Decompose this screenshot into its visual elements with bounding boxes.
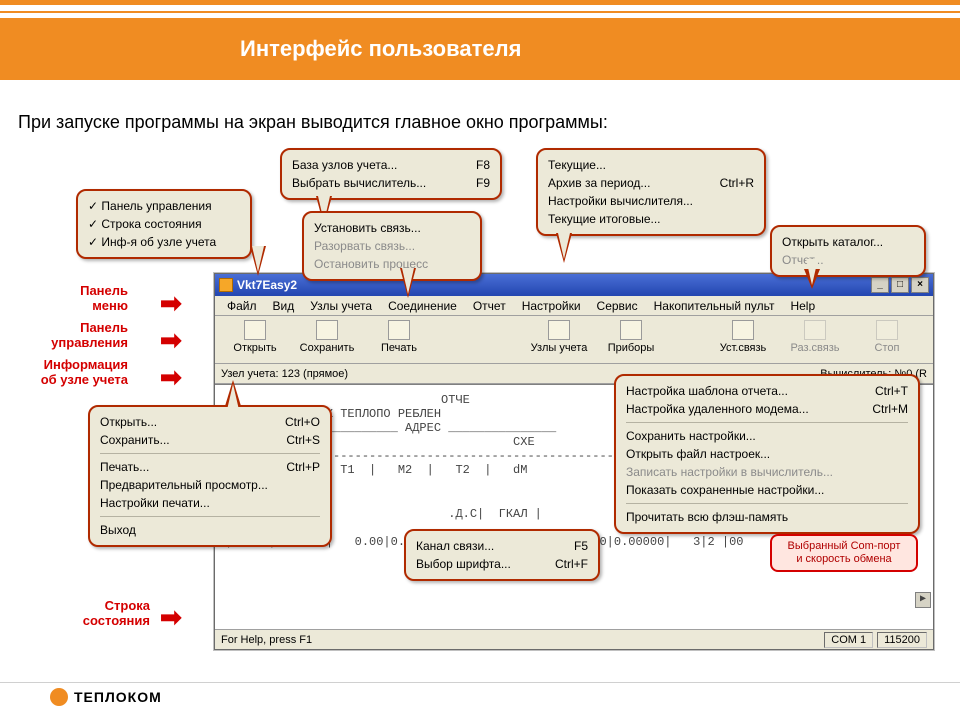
menu-report[interactable]: Отчет: [465, 297, 514, 315]
scroll-right-button[interactable]: ▶: [915, 592, 931, 608]
app-icon: [219, 278, 233, 292]
menubar: Файл Вид Узлы учета Соединение Отчет Нас…: [215, 296, 933, 316]
menuitem[interactable]: Настройки печати...: [100, 494, 320, 512]
menuitem: Записать настройки в вычислитель...: [626, 463, 908, 481]
arrow-icon: ➡: [160, 288, 182, 319]
intro-text: При запуске программы на экран выводится…: [18, 112, 608, 133]
menuitem[interactable]: Настройка удаленного модема...Ctrl+M: [626, 400, 908, 418]
callout-tail: [225, 380, 241, 406]
menuitem[interactable]: Строка состояния: [88, 215, 240, 233]
callout-tail: [250, 246, 266, 276]
app-title: Vkt7Easy2: [237, 278, 297, 292]
print-icon: [388, 320, 410, 340]
status-com: COM 1: [824, 632, 873, 648]
popup-service: Канал связи...F5 Выбор шрифта...Ctrl+F: [404, 529, 600, 581]
popup-view: Панель управления Строка состояния Инф-я…: [76, 189, 252, 259]
page-title: Интерфейс пользователя: [240, 36, 521, 62]
menuitem[interactable]: Панель управления: [88, 197, 240, 215]
menuitem: Разорвать связь...: [314, 237, 470, 255]
menuitem[interactable]: Показать сохраненные настройки...: [626, 481, 908, 499]
arrow-icon: ➡: [160, 362, 182, 393]
menuitem[interactable]: Инф-я об узле учета: [88, 233, 240, 251]
node-info-left: Узел учета: 123 (прямое): [221, 368, 348, 380]
menu-help[interactable]: Help: [782, 297, 823, 315]
page-header: Интерфейс пользователя: [0, 18, 960, 80]
popup-report: Текущие... Архив за период...Ctrl+R Наст…: [536, 148, 766, 236]
menuitem[interactable]: Установить связь...: [314, 219, 470, 237]
menuitem[interactable]: Печать...Ctrl+P: [100, 458, 320, 476]
tb-devices[interactable]: Приборы: [595, 318, 667, 354]
tb-stop: Стоп: [851, 318, 923, 354]
label-toolbar: Панельуправления: [18, 320, 128, 350]
menuitem[interactable]: Настройка шаблона отчета...Ctrl+T: [626, 382, 908, 400]
status-baud: 115200: [877, 632, 927, 648]
tb-open[interactable]: Открыть: [219, 318, 291, 354]
maximize-button[interactable]: □: [891, 277, 909, 293]
tb-disconnect: Раз.связь: [779, 318, 851, 354]
toolbar: Открыть Сохранить Печать Узлы учета Приб…: [215, 316, 933, 364]
menuitem[interactable]: Открыть каталог...: [782, 233, 914, 251]
popup-file: Открыть...Ctrl+O Сохранить...Ctrl+S Печа…: [88, 405, 332, 547]
popup-conn: Установить связь... Разорвать связь... О…: [302, 211, 482, 281]
tb-connect[interactable]: Уст.связь: [707, 318, 779, 354]
menu-nodes[interactable]: Узлы учета: [302, 297, 380, 315]
menuitem: Остановить процесс: [314, 255, 470, 273]
menuitem[interactable]: Предварительный просмотр...: [100, 476, 320, 494]
footer: ТЕПЛОКОМ: [0, 682, 960, 710]
menuitem[interactable]: Настройки вычислителя...: [548, 192, 754, 210]
callout-comport: Выбранный Com-порти скорость обмена: [770, 534, 918, 572]
menu-file[interactable]: Файл: [219, 297, 265, 315]
label-menubar: Панельменю: [18, 283, 128, 313]
connect-icon: [732, 320, 754, 340]
menuitem[interactable]: Открыть файл настроек...: [626, 445, 908, 463]
menu-store[interactable]: Накопительный пульт: [646, 297, 783, 315]
devices-icon: [620, 320, 642, 340]
status-help: For Help, press F1: [221, 634, 312, 646]
brand-name: ТЕПЛОКОМ: [74, 689, 162, 705]
menuitem[interactable]: Выбор шрифта...Ctrl+F: [416, 555, 588, 573]
brand-icon: [50, 688, 68, 706]
tb-print[interactable]: Печать: [363, 318, 435, 354]
menuitem[interactable]: Выход: [100, 521, 320, 539]
menuitem[interactable]: Архив за период...Ctrl+R: [548, 174, 754, 192]
menu-service[interactable]: Сервис: [589, 297, 646, 315]
arrow-icon: ➡: [160, 325, 182, 356]
menuitem[interactable]: База узлов учета...F8: [292, 156, 490, 174]
menuitem[interactable]: Сохранить настройки...: [626, 427, 908, 445]
tb-nodes[interactable]: Узлы учета: [523, 318, 595, 354]
menuitem[interactable]: Канал связи...F5: [416, 537, 588, 555]
popup-nodes: База узлов учета...F8 Выбрать вычислител…: [280, 148, 502, 200]
menu-conn[interactable]: Соединение: [380, 297, 465, 315]
label-nodeinfo: Информацияоб узле учета: [18, 357, 128, 387]
callout-tail: [400, 268, 416, 298]
menuitem: Отчет...: [782, 251, 914, 269]
save-icon: [316, 320, 338, 340]
menuitem[interactable]: Открыть...Ctrl+O: [100, 413, 320, 431]
arrow-icon: ➡: [160, 602, 182, 633]
label-status: Строкасостояния: [40, 598, 150, 628]
menuitem[interactable]: Выбрать вычислитель...F9: [292, 174, 490, 192]
menu-settings[interactable]: Настройки: [514, 297, 589, 315]
callout-tail: [556, 233, 572, 263]
popup-settings: Настройка шаблона отчета...Ctrl+T Настро…: [614, 374, 920, 534]
close-button[interactable]: ×: [911, 277, 929, 293]
menuitem[interactable]: Текущие...: [548, 156, 754, 174]
callout-tail: [804, 269, 820, 289]
tb-save[interactable]: Сохранить: [291, 318, 363, 354]
stop-icon: [876, 320, 898, 340]
disconnect-icon: [804, 320, 826, 340]
popup-store: Открыть каталог... Отчет...: [770, 225, 926, 277]
status-bar: For Help, press F1 COM 1 115200: [215, 629, 933, 649]
menu-view[interactable]: Вид: [265, 297, 303, 315]
menuitem[interactable]: Сохранить...Ctrl+S: [100, 431, 320, 449]
nodes-icon: [548, 320, 570, 340]
minimize-button[interactable]: _: [871, 277, 889, 293]
menuitem[interactable]: Прочитать всю флэш-память: [626, 508, 908, 526]
open-icon: [244, 320, 266, 340]
menuitem[interactable]: Текущие итоговые...: [548, 210, 754, 228]
